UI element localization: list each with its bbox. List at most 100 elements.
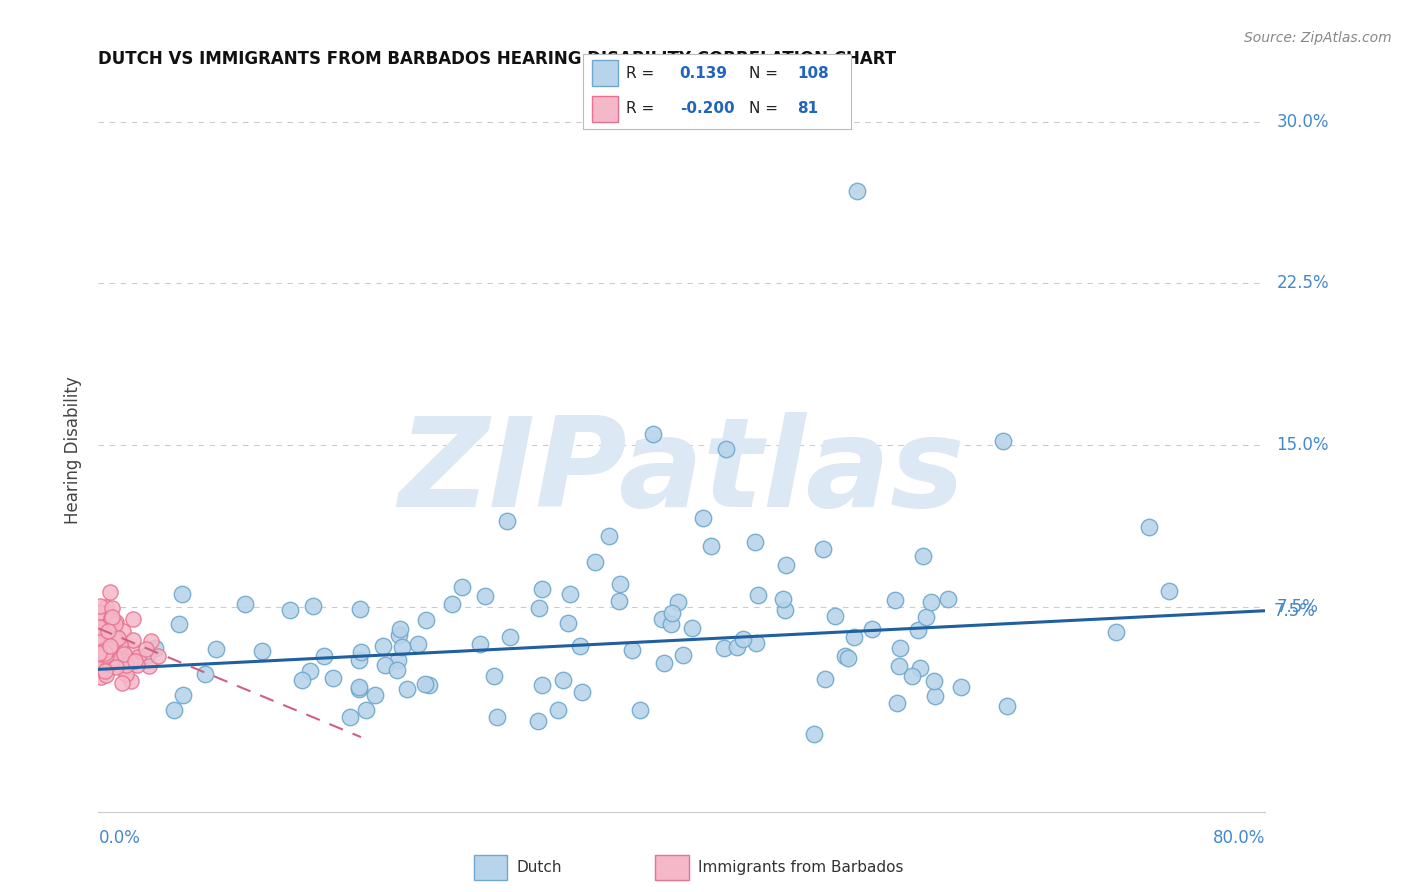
Point — [920, 595, 942, 609]
Point — [936, 591, 959, 606]
Point — [98, 639, 121, 653]
Point — [94, 641, 117, 656]
Point — [90, 657, 112, 672]
Point — [94, 646, 117, 660]
Point — [418, 678, 440, 692]
Text: 15.0%: 15.0% — [1277, 436, 1329, 454]
Point — [111, 676, 134, 690]
Point — [98, 584, 121, 599]
Point — [105, 642, 128, 657]
Point — [682, 621, 704, 635]
Point — [291, 673, 314, 687]
Point — [97, 625, 120, 640]
Text: N =: N = — [749, 102, 778, 116]
Point — [915, 610, 938, 624]
Point — [104, 625, 127, 640]
Point — [104, 644, 127, 658]
Point — [846, 184, 869, 198]
Point — [104, 617, 127, 632]
Point — [339, 710, 361, 724]
Point — [391, 640, 413, 654]
Text: -0.200: -0.200 — [679, 102, 734, 116]
Point — [96, 668, 118, 682]
Point — [775, 558, 797, 573]
Point — [90, 647, 112, 661]
Point — [121, 673, 143, 688]
Point — [883, 593, 905, 607]
Point — [135, 642, 157, 657]
Point — [100, 613, 122, 627]
Point — [924, 674, 946, 689]
Point — [135, 648, 157, 662]
FancyBboxPatch shape — [592, 61, 619, 87]
Point — [651, 612, 673, 626]
FancyBboxPatch shape — [655, 855, 689, 880]
Point — [163, 703, 186, 717]
Point — [100, 623, 122, 637]
Point — [560, 587, 582, 601]
Point — [713, 641, 735, 656]
Point — [94, 599, 117, 614]
Point — [371, 640, 394, 654]
Text: 30.0%: 30.0% — [1277, 112, 1329, 130]
Point — [886, 696, 908, 710]
Point — [90, 670, 112, 684]
Point — [121, 643, 143, 657]
Point — [621, 643, 644, 657]
Point — [374, 657, 396, 672]
Point — [101, 601, 124, 615]
Point — [280, 603, 302, 617]
Point — [143, 640, 166, 655]
Point — [98, 624, 121, 639]
Point — [93, 665, 115, 679]
Point — [814, 672, 837, 686]
Point — [609, 594, 631, 608]
Point — [388, 628, 411, 642]
Text: 80.0%: 80.0% — [1213, 829, 1265, 847]
Point — [91, 633, 114, 648]
Point — [104, 659, 127, 673]
Point — [97, 642, 120, 657]
Point — [107, 631, 129, 645]
Point — [598, 529, 620, 543]
Point — [388, 622, 411, 636]
Point — [87, 648, 110, 663]
Point — [547, 703, 569, 717]
Point — [364, 689, 387, 703]
Point — [727, 640, 749, 654]
Point — [889, 641, 911, 656]
Text: R =: R = — [626, 102, 654, 116]
Point — [347, 682, 370, 697]
Point — [714, 442, 737, 457]
Point — [924, 689, 946, 703]
Point — [887, 659, 910, 673]
Point — [120, 654, 142, 668]
Point — [451, 580, 474, 594]
Point — [104, 651, 127, 665]
Point — [349, 680, 371, 694]
Point — [834, 649, 856, 664]
Point — [90, 637, 112, 651]
Point — [557, 616, 579, 631]
Point — [837, 651, 859, 665]
Point — [301, 599, 323, 614]
FancyBboxPatch shape — [592, 96, 619, 122]
Point — [90, 624, 112, 638]
Point — [772, 592, 794, 607]
Text: 0.0%: 0.0% — [98, 829, 141, 847]
Point — [124, 654, 146, 668]
Text: Immigrants from Barbados: Immigrants from Barbados — [699, 860, 904, 875]
Point — [1105, 624, 1128, 639]
Text: 7.5%: 7.5% — [1274, 602, 1316, 620]
Point — [104, 633, 127, 648]
Point — [104, 615, 127, 629]
Point — [811, 542, 834, 557]
Point — [408, 637, 430, 651]
Point — [773, 602, 796, 616]
Point — [1159, 584, 1181, 599]
Point — [108, 637, 131, 651]
Point — [90, 634, 112, 648]
Point — [89, 599, 111, 613]
Point — [298, 665, 321, 679]
Point — [108, 640, 131, 654]
